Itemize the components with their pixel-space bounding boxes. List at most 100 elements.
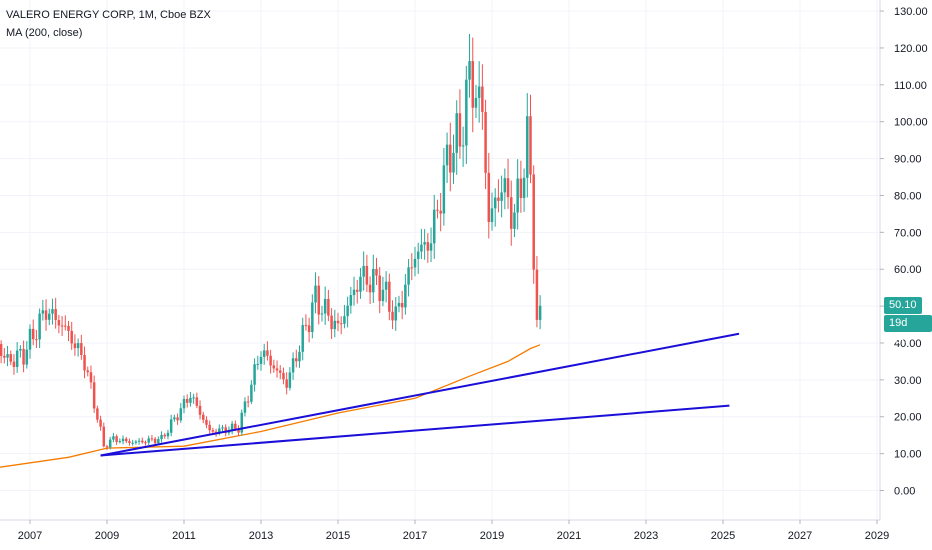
candle-body	[48, 313, 51, 320]
time-tick-label: 2009	[95, 530, 119, 542]
candle-body	[137, 440, 141, 442]
candle-body	[519, 178, 523, 199]
candle-body	[67, 325, 70, 331]
price-axis[interactable]: 0.0010.0020.0030.0040.0050.0060.0070.008…	[880, 6, 928, 497]
candle-body	[147, 438, 150, 443]
candle-body	[57, 320, 61, 326]
candle-body	[362, 265, 365, 277]
candle-body	[426, 242, 430, 251]
chart-legend: VALERO ENERGY CORP, 1M, Cboe BZX MA (200…	[6, 6, 211, 42]
candle-body	[41, 310, 45, 314]
candle-body	[221, 427, 224, 429]
candle-body	[173, 417, 176, 420]
candle-body	[372, 268, 375, 293]
candle-body	[500, 192, 503, 201]
candle-body	[336, 320, 340, 324]
candle-body	[153, 438, 157, 444]
candle-body	[28, 328, 32, 350]
candle-body	[144, 442, 147, 444]
candle-body	[378, 275, 381, 302]
candle-body	[384, 281, 388, 290]
time-tick-label: 2007	[18, 530, 42, 542]
candle-body	[182, 399, 186, 409]
candle-body	[262, 350, 266, 357]
candle-body	[237, 429, 240, 433]
candle-body	[394, 306, 397, 321]
candle-body	[112, 436, 115, 440]
candle-body	[493, 197, 497, 209]
candle-body	[339, 323, 343, 325]
candle-body	[532, 174, 535, 270]
candle-body	[410, 267, 414, 269]
candle-body	[96, 408, 99, 420]
candle-body	[253, 364, 256, 385]
candle-body	[404, 284, 407, 308]
candle-body	[179, 408, 183, 421]
candle-body	[323, 298, 327, 314]
candle-body	[38, 313, 41, 340]
candle-body	[185, 399, 189, 403]
time-axis[interactable]: 2007 2009 2011 2013 2015 2017 2019 2021 2023 2025…	[18, 520, 889, 542]
time-tick-label: 2023	[634, 530, 658, 542]
candle-body	[3, 355, 6, 358]
candle-body	[166, 432, 170, 437]
indicator-label[interactable]: MA (200, close)	[6, 27, 83, 39]
plot-background	[0, 0, 880, 520]
candle-body	[12, 361, 16, 368]
candle-body	[285, 379, 288, 388]
candle-body	[465, 79, 468, 146]
candle-body	[442, 165, 446, 214]
candle-body	[510, 197, 513, 229]
candle-body	[192, 397, 195, 399]
candle-body	[288, 372, 292, 388]
trendlines[interactable]	[100, 332, 740, 457]
trendline[interactable]	[100, 332, 740, 457]
candle-body	[22, 348, 25, 365]
candle-body	[513, 212, 516, 229]
candle-body	[400, 302, 404, 308]
price-tick-label: 40.00	[894, 338, 922, 350]
candle-body	[0, 344, 3, 356]
candle-body	[218, 428, 221, 433]
time-tick-label: 2025	[711, 530, 735, 542]
candle-body	[522, 177, 526, 199]
symbol-title[interactable]: VALERO ENERGY CORP, 1M, Cboe BZX	[6, 9, 211, 21]
candle-body	[76, 343, 80, 349]
moving-average-200	[0, 344, 541, 468]
candle-body	[230, 423, 234, 431]
candle-body	[108, 439, 112, 448]
candle-body	[141, 440, 144, 443]
time-tick-label: 2019	[480, 530, 504, 542]
candle-body	[433, 209, 436, 244]
candle-body	[19, 348, 22, 351]
time-tick-label: 2017	[403, 530, 427, 542]
candle-body	[307, 325, 311, 333]
candle-body	[195, 397, 199, 406]
candle-body	[211, 430, 215, 432]
candle-body	[176, 417, 179, 421]
time-tick-label: 2029	[865, 530, 889, 542]
candle-body	[279, 370, 282, 373]
trendline[interactable]	[100, 404, 730, 457]
price-tick-label: 20.00	[894, 412, 922, 424]
candle-body	[205, 419, 208, 425]
candle-body	[397, 302, 401, 307]
candle-body	[375, 268, 378, 276]
candle-body	[125, 438, 128, 442]
candle-body	[474, 97, 478, 108]
time-tick-label: 2021	[557, 530, 581, 542]
candle-body	[224, 427, 227, 434]
candle-body	[535, 269, 539, 320]
candle-body	[352, 289, 356, 296]
candle-body	[477, 86, 481, 98]
candle-body	[121, 438, 125, 442]
candle-body	[304, 325, 308, 327]
candle-body	[80, 343, 83, 355]
candle-body	[420, 244, 423, 252]
candle-body	[6, 354, 9, 358]
candle-body	[429, 243, 433, 251]
candle-body	[407, 267, 410, 285]
candle-body	[298, 351, 301, 362]
candle-body	[320, 313, 324, 315]
